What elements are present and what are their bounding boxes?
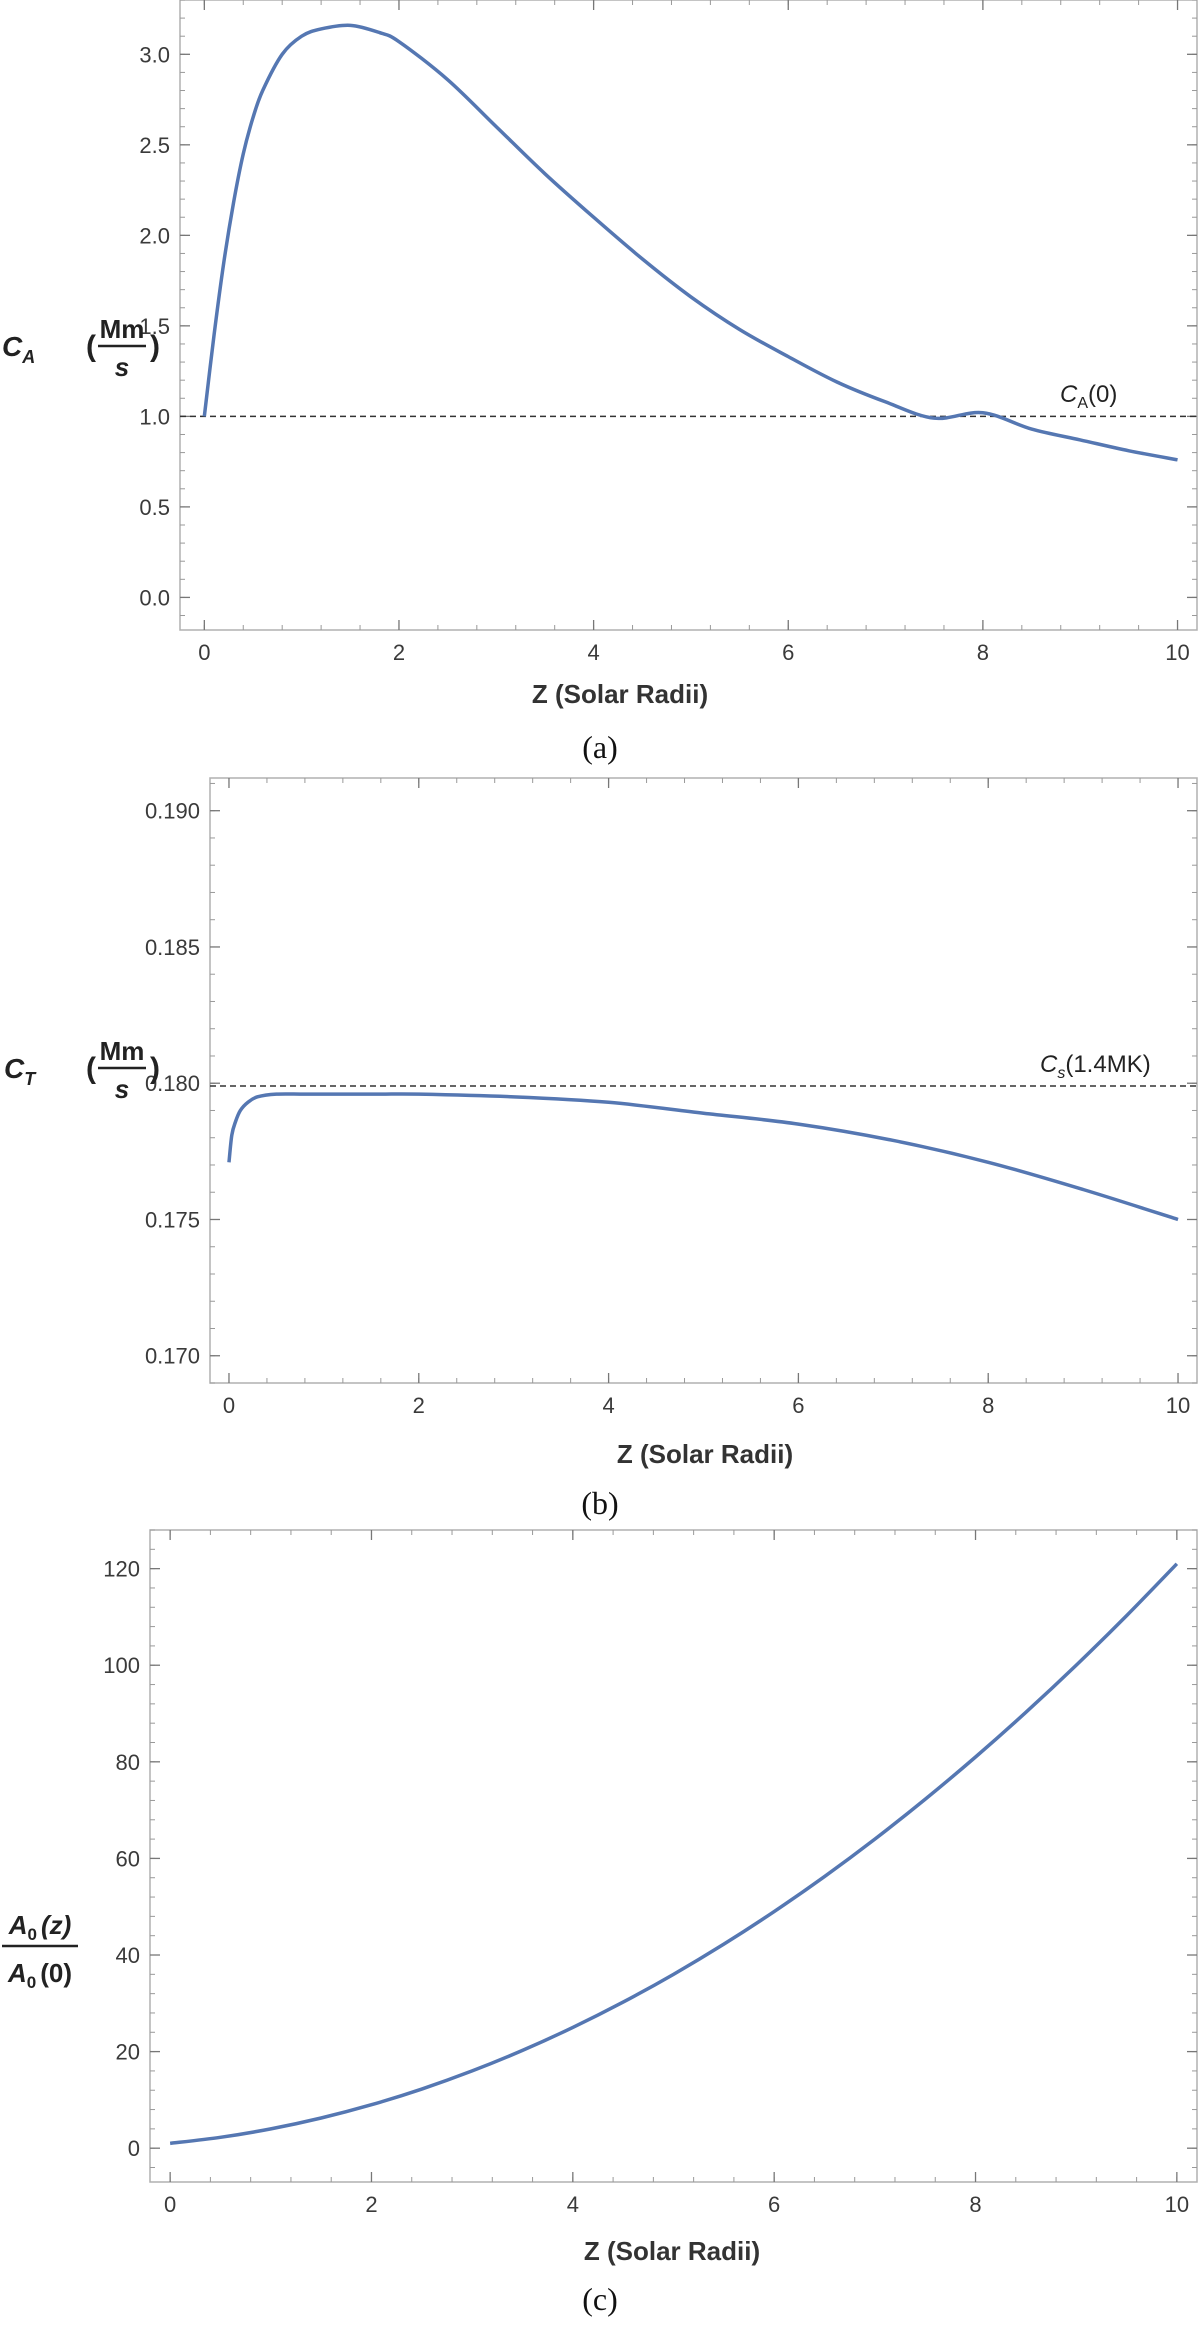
y-tick-label: 40	[116, 1943, 140, 1968]
x-tick-label: 0	[164, 2192, 176, 2217]
panel-a-ref-rest: (0)	[1088, 381, 1117, 408]
panel-a-caption: (a)	[582, 729, 618, 765]
panel-a-frame	[179, 0, 1198, 631]
y-tick-label: 120	[103, 1557, 140, 1582]
x-tick-label: 6	[792, 1393, 804, 1418]
svg-text:CA: CA	[2, 331, 35, 367]
x-tick-label: 8	[977, 640, 989, 665]
y-tick-label: 0.170	[145, 1344, 200, 1369]
panel-b-ticks: 0 2 4 6 8 10 0.170 0.175 0.180 0.185 0.190	[145, 778, 1197, 1418]
x-tick-label: 0	[223, 1393, 235, 1418]
panel-a-xlabel: Z (Solar Radii)	[532, 679, 708, 709]
panel-a-ref-subscript: A	[1077, 395, 1088, 412]
x-tick-label: 4	[567, 2192, 579, 2217]
panel-a-ylabel: CA ( Mm s )	[2, 314, 160, 382]
panel-a-ticks: 0 2 4 6 8 10 0.0 0.5 1.0 1.5 2.0 2.5 3.0	[139, 0, 1197, 665]
panel-b-frame	[209, 777, 1198, 1384]
x-tick-label: 4	[602, 1393, 614, 1418]
panel-b-ylabel-rparen: )	[150, 1052, 160, 1085]
panel-c-frame	[149, 1529, 1198, 2183]
panel-a-ylabel-symbol: C	[2, 331, 23, 362]
y-tick-label: 3.0	[139, 42, 170, 67]
x-tick-label: 2	[413, 1393, 425, 1418]
y-tick-label: 1.5	[139, 314, 170, 339]
panel-b-ylabel-lparen: (	[86, 1052, 96, 1085]
panel-a-ylabel-lparen: (	[86, 330, 96, 363]
panel-a-ylabel-den: s	[115, 352, 129, 382]
panel-b-ylabel: CT ( Mm s )	[4, 1036, 160, 1104]
x-tick-label: 10	[1165, 2192, 1189, 2217]
x-tick-label: 4	[587, 640, 599, 665]
y-tick-label: 0	[128, 2136, 140, 2161]
panel-b-ylabel-subscript: T	[24, 1069, 37, 1089]
x-tick-label: 8	[969, 2192, 981, 2217]
panel-b-reference-label: Cs(1.4MK)	[1040, 1051, 1151, 1082]
panel-c-ylabel-numerator: A0 (z)	[8, 1910, 72, 1944]
panel-c-xlabel: Z (Solar Radii)	[584, 2236, 760, 2266]
panel-b-caption: (b)	[581, 1485, 618, 1521]
y-tick-label: 0.175	[145, 1207, 200, 1232]
panel-a-curve	[202, 23, 1178, 462]
y-tick-label: 60	[116, 1846, 140, 1871]
panel-b-ref-symbol: C	[1040, 1051, 1058, 1078]
svg-text:CT: CT	[4, 1053, 37, 1089]
panel-c-curve	[169, 1562, 1179, 2146]
y-tick-label: 0.5	[139, 495, 170, 520]
x-tick-label: 8	[982, 1393, 994, 1418]
x-tick-label: 2	[393, 640, 405, 665]
y-tick-label: 0.180	[145, 1071, 200, 1096]
x-tick-label: 0	[198, 640, 210, 665]
x-tick-label: 10	[1165, 640, 1189, 665]
y-tick-label: 0.190	[145, 799, 200, 824]
panel-b-xlabel: Z (Solar Radii)	[617, 1439, 793, 1469]
panel-a-reference-label: CA(0)	[1060, 381, 1117, 412]
panel-a-ylabel-subscript: A	[21, 347, 35, 367]
panel-c-caption: (c)	[582, 2281, 618, 2317]
panel-b-curve	[227, 1092, 1179, 1222]
panel-c-ylabel-denominator: A0 (0)	[7, 1958, 72, 1992]
panel-a-ylabel-num: Mm	[100, 314, 145, 344]
panel-b-ref-subscript: s	[1057, 1065, 1065, 1082]
y-tick-label: 2.0	[139, 223, 170, 248]
x-tick-label: 2	[365, 2192, 377, 2217]
y-tick-label: 1.0	[139, 404, 170, 429]
panel-a-ref-symbol: C	[1060, 381, 1078, 408]
panel-a: 0 2 4 6 8 100.00.51.01.52.02.53.0 CA(0) Z (So…	[2, 0, 1198, 765]
y-tick-label: 100	[103, 1653, 140, 1678]
panel-b-ylabel-num: Mm	[100, 1036, 145, 1066]
y-tick-label: 0.0	[139, 585, 170, 610]
panel-b-ylabel-symbol: C	[4, 1053, 25, 1084]
x-tick-label: 6	[768, 2192, 780, 2217]
panel-c-ylabel: A0 (z) A0 (0)	[2, 1910, 78, 1992]
y-tick-label: 0.185	[145, 935, 200, 960]
panel-a-ylabel-rparen: )	[150, 330, 160, 363]
panel-b-ylabel-den: s	[115, 1074, 129, 1104]
y-tick-label: 2.5	[139, 133, 170, 158]
x-tick-label: 6	[782, 640, 794, 665]
y-tick-label: 20	[116, 2040, 140, 2065]
x-tick-label: 10	[1166, 1393, 1190, 1418]
panel-b-ref-rest: (1.4MK)	[1065, 1051, 1150, 1078]
y-tick-label: 80	[116, 1750, 140, 1775]
